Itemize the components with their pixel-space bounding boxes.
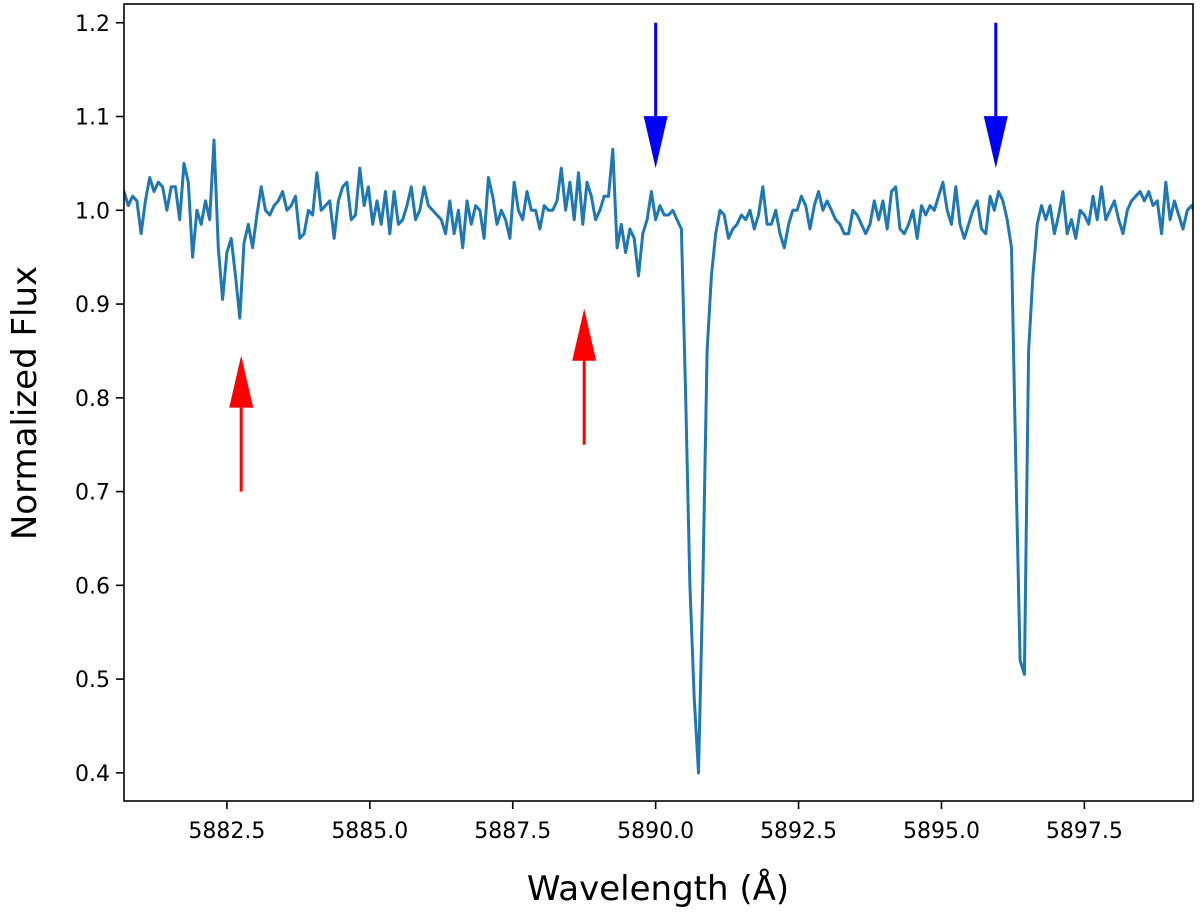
arrow-head-3 (643, 116, 668, 169)
y-tick-label: 0.5 (75, 668, 110, 693)
x-tick-label: 5882.5 (188, 819, 265, 844)
y-tick-label: 0.8 (75, 387, 110, 412)
x-tick-label: 5895.0 (903, 819, 980, 844)
y-axis-label: Normalized Flux (5, 266, 45, 540)
x-axis-label: Wavelength (Å) (527, 868, 789, 909)
y-tick-label: 1.2 (75, 12, 110, 37)
y-tick-label: 0.6 (75, 574, 110, 599)
y-tick-label: 0.9 (75, 293, 110, 318)
arrow-head-4 (983, 116, 1008, 169)
y-tick-label: 0.4 (75, 762, 110, 787)
x-tick-label: 5887.5 (474, 819, 551, 844)
plot-area (124, 22, 1193, 775)
y-tick-label: 0.7 (75, 481, 110, 506)
x-tick-label: 5890.0 (617, 819, 694, 844)
y-tick-label: 1.0 (75, 199, 110, 224)
arrow-head-1 (229, 355, 254, 408)
x-tick-label: 5885.0 (331, 819, 408, 844)
arrow-head-2 (572, 308, 597, 361)
y-axis: 0.4 0.5 0.6 0.7 0.8 0.9 1.0 1.1 1.2 (75, 12, 124, 787)
axes-frame (123, 3, 1194, 802)
series-line-spectrum (124, 138, 1193, 775)
x-tick-label: 5897.5 (1046, 819, 1123, 844)
y-tick-label: 1.1 (75, 106, 110, 131)
x-tick-label: 5892.5 (760, 819, 837, 844)
x-axis: 5882.5 5885.0 5887.5 5890.0 5892.5 5895.0 5897… (188, 801, 1123, 844)
